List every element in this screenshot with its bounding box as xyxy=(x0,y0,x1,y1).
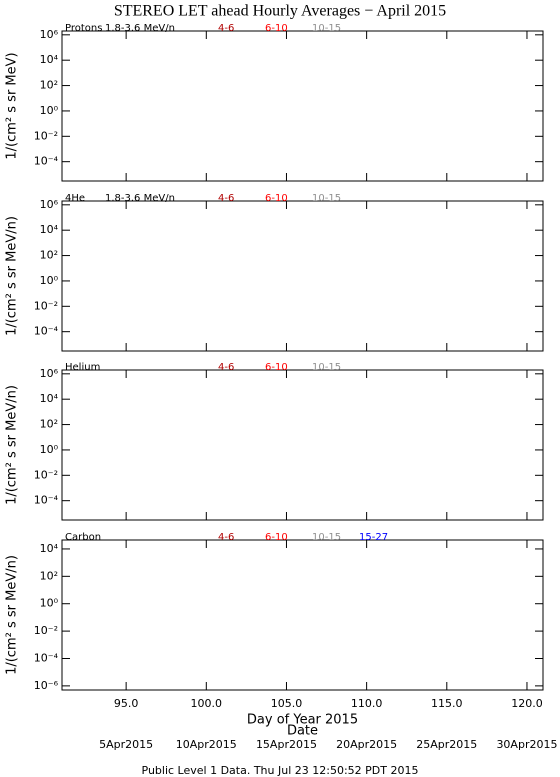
y-tick-label: 10⁴ xyxy=(40,542,59,555)
legend-entry: 10-15 xyxy=(312,532,341,543)
date-tick-label: 10Apr2015 xyxy=(176,738,237,751)
x-tick-label: 105.0 xyxy=(271,697,303,710)
x-tick-label: 115.0 xyxy=(431,697,463,710)
panel-label: 4He xyxy=(65,193,85,204)
y-tick-label: 10⁶ xyxy=(40,28,59,41)
legend-entry: 6-10 xyxy=(265,23,288,34)
legend-entry: 15-27 xyxy=(359,532,388,543)
y-tick-label: 10⁴ xyxy=(40,53,59,66)
panel-label: Carbon xyxy=(65,532,101,543)
y-tick-label: 10² xyxy=(40,418,58,431)
y-tick-label: 10⁻⁴ xyxy=(34,325,59,338)
legend-entry: 4-6 xyxy=(218,23,234,34)
legend-entry: 1.8-3.6 MeV/n xyxy=(105,193,175,204)
y-tick-label: 10⁰ xyxy=(40,274,59,287)
y-tick-label: 10⁻² xyxy=(34,468,58,481)
panel-label: Protons xyxy=(65,23,102,34)
plot-frame xyxy=(61,30,544,182)
footer: Public Level 1 Data. Thu Jul 23 12:50:52… xyxy=(142,764,419,777)
plot-frame xyxy=(61,369,544,521)
y-tick-label: 10⁶ xyxy=(40,367,59,380)
legend-entry: 4-6 xyxy=(218,193,234,204)
legend-entry: 6-10 xyxy=(265,362,288,373)
legend-entry: 10-15 xyxy=(312,23,341,34)
legend-entry: 6-10 xyxy=(265,532,288,543)
y-tick-label: 10² xyxy=(40,79,58,92)
date-tick-label: 20Apr2015 xyxy=(336,738,397,751)
y-tick-label: 10⁻⁶ xyxy=(34,679,59,692)
y-tick-label: 10⁴ xyxy=(40,223,59,236)
y-tick-label: 10⁻⁴ xyxy=(34,155,59,168)
plot-frame xyxy=(61,539,544,691)
y-tick-label: 10⁻² xyxy=(34,299,58,312)
legend-entry: 4-6 xyxy=(218,362,234,373)
plot-frame xyxy=(61,200,544,352)
y-tick-label: 10² xyxy=(40,569,58,582)
y-axis-label: 1/(cm² s sr MeV) xyxy=(5,52,20,159)
y-axis-label: 1/(cm² s sr MeV/n) xyxy=(5,216,20,336)
chart-title: STEREO LET ahead Hourly Averages − April… xyxy=(114,3,446,20)
x2-axis-label: Date xyxy=(287,724,318,739)
x-tick-label: 110.0 xyxy=(351,697,383,710)
date-tick-label: 30Apr2015 xyxy=(496,738,557,751)
y-tick-label: 10⁰ xyxy=(40,104,59,117)
y-tick-label: 10⁰ xyxy=(40,597,59,610)
date-tick-label: 15Apr2015 xyxy=(256,738,317,751)
y-tick-label: 10² xyxy=(40,249,58,262)
date-tick-label: 5Apr2015 xyxy=(99,738,153,751)
y-tick-label: 10⁻⁴ xyxy=(34,494,59,507)
x-tick-label: 95.0 xyxy=(114,697,139,710)
legend-entry: 10-15 xyxy=(312,362,341,373)
legend-entry: 1.8-3.6 MeV/n xyxy=(105,23,175,34)
date-tick-label: 25Apr2015 xyxy=(416,738,477,751)
y-tick-label: 10⁴ xyxy=(40,392,59,405)
panel-label: Helium xyxy=(65,362,100,373)
y-tick-label: 10⁻² xyxy=(34,129,58,142)
y-tick-label: 10⁻⁴ xyxy=(34,651,59,664)
legend-entry: 6-10 xyxy=(265,193,288,204)
legend-entry: 10-15 xyxy=(312,193,341,204)
x-tick-label: 100.0 xyxy=(191,697,223,710)
y-axis-label: 1/(cm² s sr MeV/n) xyxy=(5,555,20,675)
y-tick-label: 10⁶ xyxy=(40,198,59,211)
y-axis-label: 1/(cm² s sr MeV/n) xyxy=(5,385,20,505)
y-tick-label: 10⁰ xyxy=(40,443,59,456)
y-tick-label: 10⁻² xyxy=(34,624,58,637)
legend-entry: 4-6 xyxy=(218,532,234,543)
x-tick-label: 120.0 xyxy=(511,697,543,710)
x-axis-label: Day of Year 2015 xyxy=(247,713,358,728)
